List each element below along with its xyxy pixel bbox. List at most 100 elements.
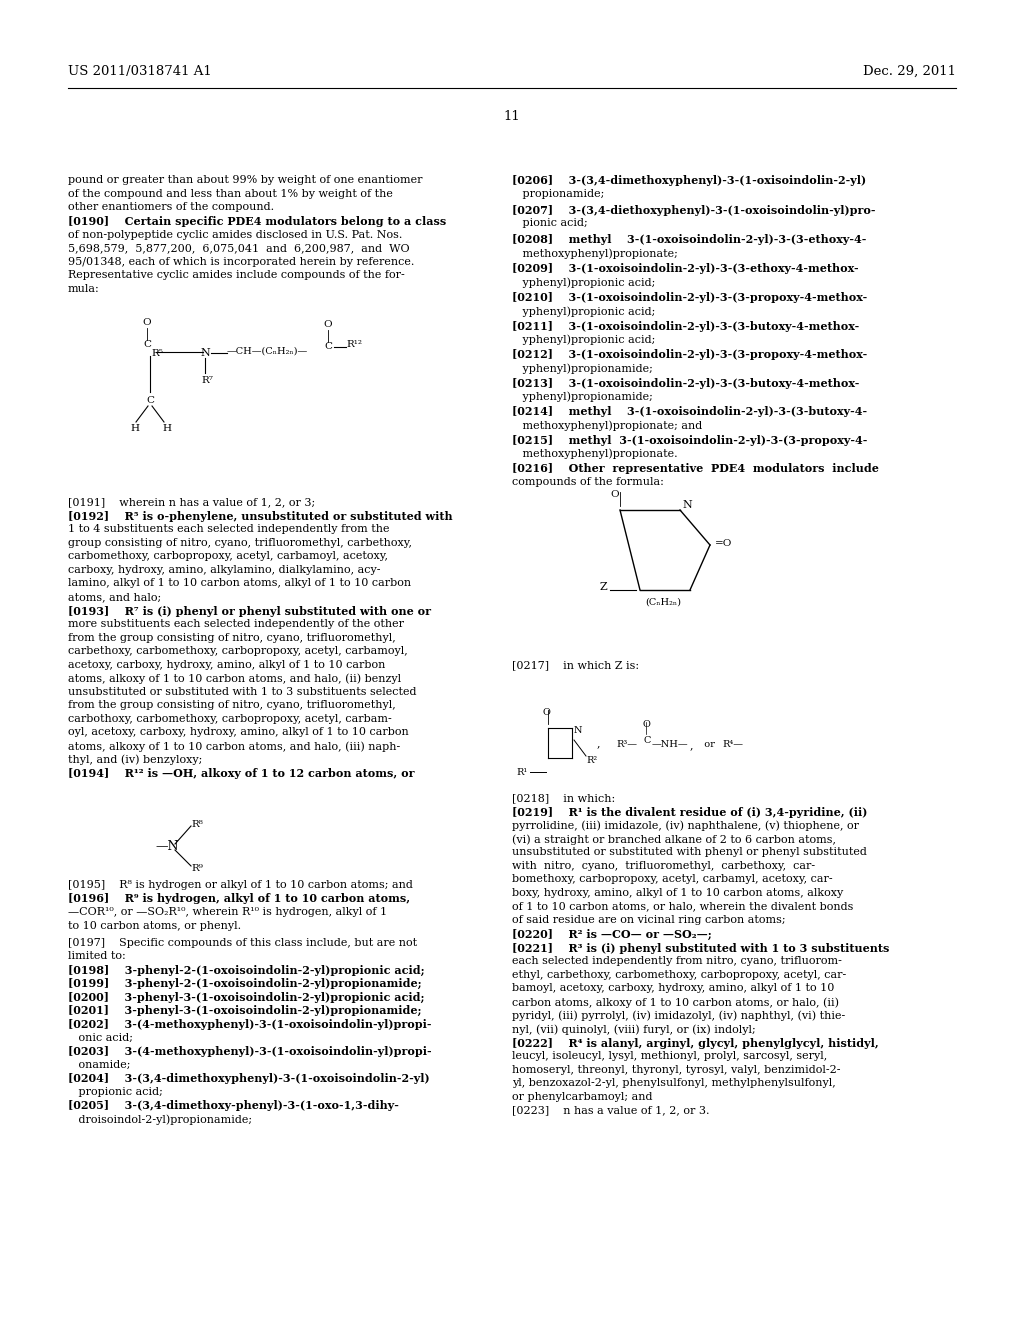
Text: onic acid;: onic acid; <box>68 1034 133 1043</box>
Text: group consisting of nitro, cyano, trifluoromethyl, carbethoxy,: group consisting of nitro, cyano, triflu… <box>68 539 412 548</box>
Text: bamoyl, acetoxy, carboxy, hydroxy, amino, alkyl of 1 to 10: bamoyl, acetoxy, carboxy, hydroxy, amino… <box>512 983 835 993</box>
Text: methoxyphenyl)propionate;: methoxyphenyl)propionate; <box>512 248 678 259</box>
Text: carboxy, hydroxy, amino, alkylamino, dialkylamino, acy-: carboxy, hydroxy, amino, alkylamino, dia… <box>68 565 381 576</box>
Text: or phenylcarbamoyl; and: or phenylcarbamoyl; and <box>512 1092 652 1102</box>
Text: nyl, (vii) quinolyl, (viii) furyl, or (ix) indolyl;: nyl, (vii) quinolyl, (viii) furyl, or (i… <box>512 1024 756 1035</box>
Text: from the group consisting of nitro, cyano, trifluoromethyl,: from the group consisting of nitro, cyan… <box>68 634 395 643</box>
Text: unsubstituted or substituted with 1 to 3 substituents selected: unsubstituted or substituted with 1 to 3… <box>68 686 417 697</box>
Text: O: O <box>324 319 333 329</box>
Text: Representative cyclic amides include compounds of the for-: Representative cyclic amides include com… <box>68 271 404 280</box>
Text: pyridyl, (iii) pyrrolyl, (iv) imidazolyl, (iv) naphthyl, (vi) thie-: pyridyl, (iii) pyrrolyl, (iv) imidazolyl… <box>512 1010 845 1020</box>
Text: [0211]    3-(1-oxoisoindolin-2-yl)-3-(3-butoxy-4-methox-: [0211] 3-(1-oxoisoindolin-2-yl)-3-(3-but… <box>512 321 859 333</box>
Text: US 2011/0318741 A1: US 2011/0318741 A1 <box>68 65 212 78</box>
Text: O: O <box>642 719 650 729</box>
Text: Dec. 29, 2011: Dec. 29, 2011 <box>863 65 956 78</box>
Text: [0214]    methyl    3-(1-oxoisoindolin-2-yl)-3-(3-butoxy-4-: [0214] methyl 3-(1-oxoisoindolin-2-yl)-3… <box>512 407 867 417</box>
Text: H: H <box>130 424 139 433</box>
Text: of 1 to 10 carbon atoms, or halo, wherein the divalent bonds: of 1 to 10 carbon atoms, or halo, wherei… <box>512 902 853 911</box>
Text: [0219]    R¹ is the divalent residue of (i) 3,4-pyridine, (ii): [0219] R¹ is the divalent residue of (i)… <box>512 807 867 818</box>
Text: yphenyl)propionic acid;: yphenyl)propionic acid; <box>512 277 655 288</box>
Text: carbon atoms, alkoxy of 1 to 10 carbon atoms, or halo, (ii): carbon atoms, alkoxy of 1 to 10 carbon a… <box>512 997 839 1007</box>
Text: H: H <box>162 424 171 433</box>
Text: carbothoxy, carbomethoxy, carbopropoxy, acetyl, carbam-: carbothoxy, carbomethoxy, carbopropoxy, … <box>68 714 392 723</box>
Text: boxy, hydroxy, amino, alkyl of 1 to 10 carbon atoms, alkoxy: boxy, hydroxy, amino, alkyl of 1 to 10 c… <box>512 888 843 898</box>
Text: O: O <box>142 318 152 327</box>
Text: ,: , <box>597 738 600 748</box>
Text: [0196]    R⁹ is hydrogen, alkyl of 1 to 10 carbon atoms,: [0196] R⁹ is hydrogen, alkyl of 1 to 10 … <box>68 894 411 904</box>
Text: [0198]    3-phenyl-2-(1-oxoisoindolin-2-yl)propionic acid;: [0198] 3-phenyl-2-(1-oxoisoindolin-2-yl)… <box>68 965 425 975</box>
Text: ethyl, carbethoxy, carbomethoxy, carbopropoxy, acetyl, car-: ethyl, carbethoxy, carbomethoxy, carbopr… <box>512 970 846 979</box>
Text: atoms, and halo;: atoms, and halo; <box>68 591 161 602</box>
Text: [0209]    3-(1-oxoisoindolin-2-yl)-3-(3-ethoxy-4-methox-: [0209] 3-(1-oxoisoindolin-2-yl)-3-(3-eth… <box>512 263 859 275</box>
Text: carbethoxy, carbomethoxy, carbopropoxy, acetyl, carbamoyl,: carbethoxy, carbomethoxy, carbopropoxy, … <box>68 645 408 656</box>
Text: of the compound and less than about 1% by weight of the: of the compound and less than about 1% b… <box>68 189 393 199</box>
Text: (vi) a straight or branched alkane of 2 to 6 carbon atoms,: (vi) a straight or branched alkane of 2 … <box>512 834 836 845</box>
Text: 95/01348, each of which is incorporated herein by reference.: 95/01348, each of which is incorporated … <box>68 257 415 267</box>
Text: to 10 carbon atoms, or phenyl.: to 10 carbon atoms, or phenyl. <box>68 921 241 931</box>
Text: R⁷: R⁷ <box>201 376 213 385</box>
Text: carbomethoxy, carbopropoxy, acetyl, carbamoyl, acetoxy,: carbomethoxy, carbopropoxy, acetyl, carb… <box>68 550 388 561</box>
Text: R¹: R¹ <box>517 768 528 777</box>
Text: onamide;: onamide; <box>68 1060 130 1071</box>
Text: 5,698,579,  5,877,200,  6,075,041  and  6,200,987,  and  WO: 5,698,579, 5,877,200, 6,075,041 and 6,20… <box>68 243 410 253</box>
Text: pionic acid;: pionic acid; <box>512 218 588 228</box>
Text: (CₙH₂ₙ): (CₙH₂ₙ) <box>645 598 681 607</box>
Text: [0195]    R⁸ is hydrogen or alkyl of 1 to 10 carbon atoms; and: [0195] R⁸ is hydrogen or alkyl of 1 to 1… <box>68 880 413 890</box>
Text: bomethoxy, carbopropoxy, acetyl, carbamyl, acetoxy, car-: bomethoxy, carbopropoxy, acetyl, carbamy… <box>512 874 833 884</box>
Text: [0212]    3-(1-oxoisoindolin-2-yl)-3-(3-propoxy-4-methox-: [0212] 3-(1-oxoisoindolin-2-yl)-3-(3-pro… <box>512 348 867 360</box>
Text: [0215]    methyl  3-(1-oxoisoindolin-2-yl)-3-(3-propoxy-4-: [0215] methyl 3-(1-oxoisoindolin-2-yl)-3… <box>512 436 867 446</box>
Text: atoms, alkoxy of 1 to 10 carbon atoms, and halo, (ii) benzyl: atoms, alkoxy of 1 to 10 carbon atoms, a… <box>68 673 401 684</box>
Text: yphenyl)propionic acid;: yphenyl)propionic acid; <box>512 306 655 317</box>
Text: lamino, alkyl of 1 to 10 carbon atoms, alkyl of 1 to 10 carbon: lamino, alkyl of 1 to 10 carbon atoms, a… <box>68 578 411 587</box>
Text: [0208]    methyl    3-(1-oxoisoindolin-2-yl)-3-(3-ethoxy-4-: [0208] methyl 3-(1-oxoisoindolin-2-yl)-3… <box>512 234 866 246</box>
Text: [0201]    3-phenyl-3-(1-oxoisoindolin-2-yl)propionamide;: [0201] 3-phenyl-3-(1-oxoisoindolin-2-yl)… <box>68 1005 422 1016</box>
Text: pound or greater than about 99% by weight of one enantiomer: pound or greater than about 99% by weigh… <box>68 176 423 185</box>
Text: unsubstituted or substituted with phenyl or phenyl substituted: unsubstituted or substituted with phenyl… <box>512 847 867 857</box>
Text: [0203]    3-(4-methoxyphenyl)-3-(1-oxoisoindolin-yl)propi-: [0203] 3-(4-methoxyphenyl)-3-(1-oxoisoin… <box>68 1045 432 1057</box>
Text: R⁴—: R⁴— <box>722 741 743 748</box>
Text: R²: R² <box>586 756 597 766</box>
Text: droisoindol-2-yl)propionamide;: droisoindol-2-yl)propionamide; <box>68 1114 252 1125</box>
Text: [0191]    wherein n has a value of 1, 2, or 3;: [0191] wherein n has a value of 1, 2, or… <box>68 498 315 507</box>
Text: or: or <box>698 741 715 748</box>
Text: compounds of the formula:: compounds of the formula: <box>512 477 664 487</box>
Text: atoms, alkoxy of 1 to 10 carbon atoms, and halo, (iii) naph-: atoms, alkoxy of 1 to 10 carbon atoms, a… <box>68 741 400 751</box>
Text: R⁸: R⁸ <box>191 820 203 829</box>
Text: [0202]    3-(4-methoxyphenyl)-3-(1-oxoisoindolin-yl)propi-: [0202] 3-(4-methoxyphenyl)-3-(1-oxoisoin… <box>68 1019 431 1030</box>
Text: [0213]    3-(1-oxoisoindolin-2-yl)-3-(3-butoxy-4-methox-: [0213] 3-(1-oxoisoindolin-2-yl)-3-(3-but… <box>512 378 859 389</box>
Text: propionic acid;: propionic acid; <box>68 1086 163 1097</box>
Text: O: O <box>610 490 620 499</box>
Text: pyrrolidine, (iii) imidazole, (iv) naphthalene, (v) thiophene, or: pyrrolidine, (iii) imidazole, (iv) napht… <box>512 820 859 830</box>
Text: [0207]    3-(3,4-diethoxyphenyl)-3-(1-oxoisoindolin-yl)pro-: [0207] 3-(3,4-diethoxyphenyl)-3-(1-oxois… <box>512 205 876 216</box>
Text: R⁹: R⁹ <box>191 865 203 873</box>
Text: other enantiomers of the compound.: other enantiomers of the compound. <box>68 202 274 213</box>
Text: yphenyl)propionamide;: yphenyl)propionamide; <box>512 391 653 401</box>
Text: from the group consisting of nitro, cyano, trifluoromethyl,: from the group consisting of nitro, cyan… <box>68 700 395 710</box>
Text: C: C <box>324 342 332 351</box>
Text: yphenyl)propionamide;: yphenyl)propionamide; <box>512 363 653 374</box>
Text: —COR¹⁰, or —SO₂R¹⁰, wherein R¹⁰ is hydrogen, alkyl of 1: —COR¹⁰, or —SO₂R¹⁰, wherein R¹⁰ is hydro… <box>68 907 387 917</box>
Text: [0205]    3-(3,4-dimethoxy-phenyl)-3-(1-oxo-1,3-dihy-: [0205] 3-(3,4-dimethoxy-phenyl)-3-(1-oxo… <box>68 1100 399 1111</box>
Text: each selected independently from nitro, cyano, trifluorom-: each selected independently from nitro, … <box>512 956 842 966</box>
Text: N: N <box>200 348 210 358</box>
Text: [0192]    R⁵ is o-phenylene, unsubstituted or substituted with: [0192] R⁵ is o-phenylene, unsubstituted … <box>68 511 453 521</box>
Text: [0222]    R⁴ is alanyl, arginyl, glycyl, phenylglycyl, histidyl,: [0222] R⁴ is alanyl, arginyl, glycyl, ph… <box>512 1038 879 1049</box>
Text: [0199]    3-phenyl-2-(1-oxoisoindolin-2-yl)propionamide;: [0199] 3-phenyl-2-(1-oxoisoindolin-2-yl)… <box>68 978 422 989</box>
Text: [0197]    Specific compounds of this class include, but are not: [0197] Specific compounds of this class … <box>68 939 417 948</box>
Text: 11: 11 <box>504 110 520 123</box>
Text: 1 to 4 substituents each selected independently from the: 1 to 4 substituents each selected indepe… <box>68 524 389 535</box>
Text: O: O <box>542 708 550 717</box>
Text: yl, benzoxazol-2-yl, phenylsulfonyl, methylphenylsulfonyl,: yl, benzoxazol-2-yl, phenylsulfonyl, met… <box>512 1078 836 1088</box>
Text: R¹²: R¹² <box>346 341 362 348</box>
Text: —CH—(CₙH₂ₙ)—: —CH—(CₙH₂ₙ)— <box>227 347 308 356</box>
Text: Z: Z <box>600 582 607 591</box>
Text: methoxyphenyl)propionate; and: methoxyphenyl)propionate; and <box>512 420 702 430</box>
Text: [0217]    in which Z is:: [0217] in which Z is: <box>512 660 639 671</box>
Text: methoxyphenyl)propionate.: methoxyphenyl)propionate. <box>512 447 678 458</box>
Text: [0210]    3-(1-oxoisoindolin-2-yl)-3-(3-propoxy-4-methox-: [0210] 3-(1-oxoisoindolin-2-yl)-3-(3-pro… <box>512 292 867 304</box>
Text: =O: =O <box>715 539 732 548</box>
Text: N: N <box>574 726 583 735</box>
Text: [0193]    R⁷ is (i) phenyl or phenyl substituted with one or: [0193] R⁷ is (i) phenyl or phenyl substi… <box>68 606 431 616</box>
Text: [0204]    3-(3,4-dimethoxyphenyl)-3-(1-oxoisoindolin-2-yl): [0204] 3-(3,4-dimethoxyphenyl)-3-(1-oxoi… <box>68 1073 430 1084</box>
Text: R³—: R³— <box>616 741 637 748</box>
